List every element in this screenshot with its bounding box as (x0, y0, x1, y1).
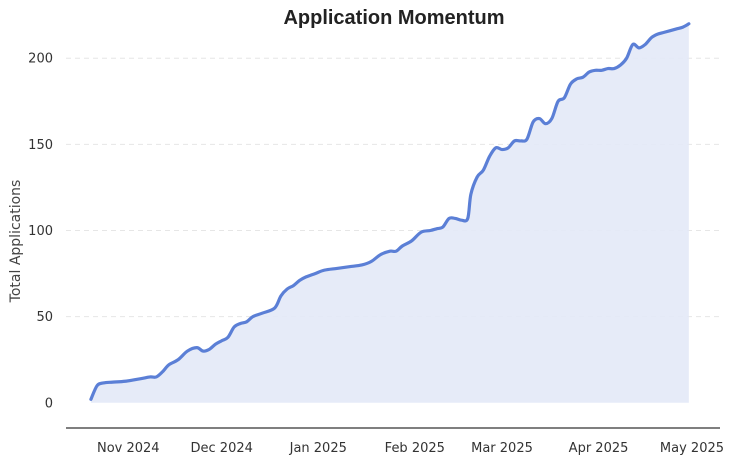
area-fill (90, 23, 689, 403)
series-line (89, 22, 691, 401)
y-tick-layer: 0 50 100 150 200 (28, 52, 53, 412)
y-tick-label: 50 (36, 310, 53, 325)
chart-title: Application Momentum (283, 7, 504, 29)
x-tick-layer: Nov 2024 Dec 2024 Jan 2025 Feb 2025 Mar 2025… (97, 441, 724, 456)
y-tick-label: 100 (28, 224, 53, 239)
x-tick-label: Nov 2024 (97, 441, 160, 456)
y-axis-label: Total Applications (8, 180, 24, 304)
x-tick-label: Mar 2025 (471, 441, 533, 456)
area-layer (89, 22, 691, 403)
x-tick-label: Jan 2025 (289, 441, 347, 456)
x-tick-label: Dec 2024 (191, 441, 253, 456)
x-tick-label: Apr 2025 (569, 441, 629, 456)
y-tick-label: 150 (28, 138, 53, 153)
y-tick-label: 0 (45, 396, 53, 411)
x-tick-label: May 2025 (660, 441, 724, 456)
y-tick-label: 200 (28, 52, 53, 67)
x-tick-label: Feb 2025 (385, 441, 445, 456)
